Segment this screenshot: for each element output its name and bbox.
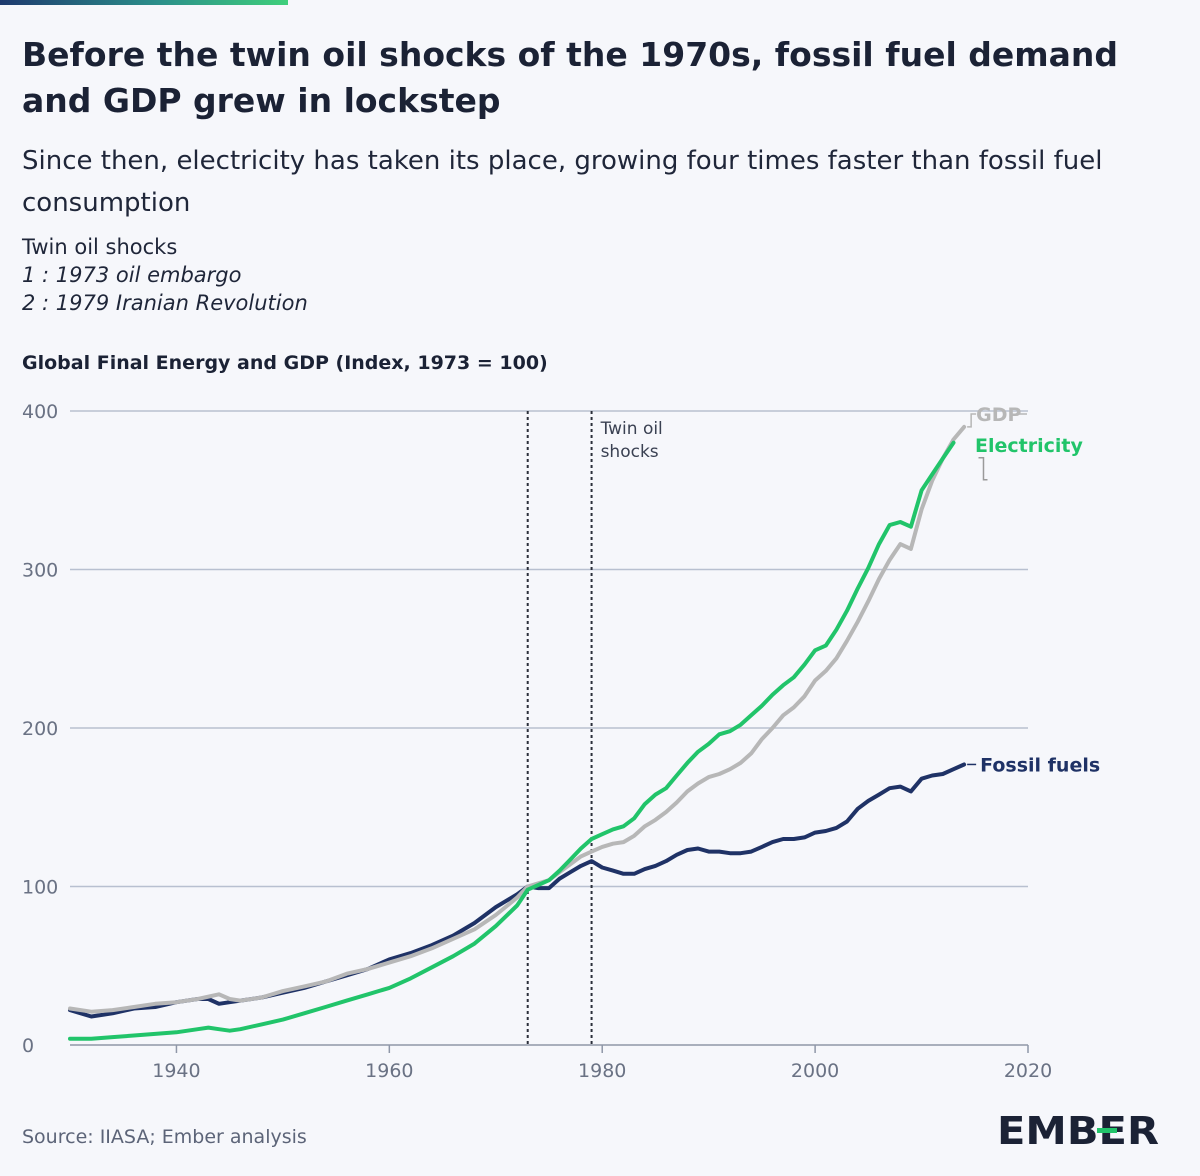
series-line-electricity bbox=[68, 440, 956, 1041]
annotation-text-1: shocks bbox=[601, 442, 659, 462]
axis-layer: 0 100 200 300 400 1940 1960 1980 2000 2020 bbox=[22, 401, 1052, 1082]
x-tick-label-2020: 2020 bbox=[1004, 1060, 1052, 1082]
y-tick-label-0: 0 bbox=[22, 1035, 34, 1057]
ember-logo-text: EMBER bbox=[997, 1110, 1159, 1150]
ember-logo-icon[interactable]: EMBER bbox=[997, 1110, 1162, 1150]
chart-title: Global Final Energy and GDP (Index, 1973… bbox=[22, 352, 548, 374]
x-tick-label-2000: 2000 bbox=[791, 1060, 839, 1082]
y-tick-label-300: 300 bbox=[22, 560, 58, 582]
gdp-label-leader bbox=[967, 413, 977, 428]
series-label-gdp: GDP bbox=[976, 404, 1021, 426]
series-layer bbox=[68, 424, 967, 1041]
electricity-label-leader bbox=[978, 456, 988, 481]
page-subtitle: Since then, electricity has taken its pl… bbox=[22, 146, 1103, 218]
y-tick-label-400: 400 bbox=[22, 401, 58, 423]
series-label-electricity: Electricity bbox=[975, 435, 1083, 457]
top-accent-bar bbox=[0, 0, 288, 5]
series-label-layer: GDP Electricity Fossil fuels bbox=[967, 404, 1100, 776]
y-tick-label-200: 200 bbox=[22, 718, 58, 740]
y-tick-label-100: 100 bbox=[22, 877, 58, 899]
x-tick-label-1940: 1940 bbox=[152, 1060, 200, 1082]
x-tick-label-1960: 1960 bbox=[365, 1060, 413, 1082]
ember-logo-accent bbox=[1097, 1128, 1117, 1133]
series-label-fossil-fuels: Fossil fuels bbox=[980, 754, 1100, 776]
note-item-1: 1 : 1973 oil embargo bbox=[22, 263, 242, 287]
annotation-layer: Twin oil shocks bbox=[526, 411, 663, 1045]
x-tick-label-1980: 1980 bbox=[578, 1060, 626, 1082]
series-line-gdp bbox=[68, 424, 967, 1014]
series-line-fossil-fuels bbox=[68, 762, 967, 1019]
note-item-2: 2 : 1979 Iranian Revolution bbox=[22, 291, 308, 315]
annotation-text-0: Twin oil bbox=[600, 419, 663, 439]
notes-heading: Twin oil shocks bbox=[22, 235, 178, 259]
grid-layer bbox=[70, 410, 1028, 1046]
page-title: Before the twin oil shocks of the 1970s,… bbox=[22, 35, 1119, 120]
source-note: Source: IIASA; Ember analysis bbox=[22, 1126, 307, 1148]
line-chart: 0 100 200 300 400 1940 1960 1980 2000 2020 Twin o… bbox=[22, 401, 1100, 1082]
